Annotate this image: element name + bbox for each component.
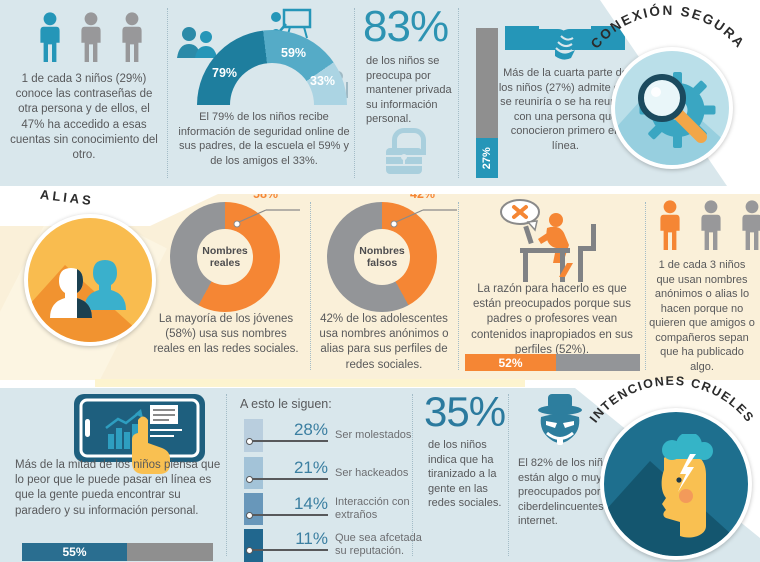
gauge-label-friends: 33% [310, 74, 336, 88]
three-children-icons [34, 12, 148, 64]
location-fear-bar: 55% [22, 543, 213, 561]
privacy-stat-text: de los niños se preocupa por mantener pr… [366, 55, 452, 126]
handshake-icon [505, 26, 625, 60]
secure-connection-title: CONEXIÓN SEGURA [588, 3, 748, 52]
tablet-chart-icon [74, 394, 205, 474]
met-online-bar-fill: 27% [476, 137, 498, 178]
fake-names-donut: Nombres falsos [327, 202, 437, 312]
list-line [252, 549, 328, 551]
gauge-label-school: 59% [281, 46, 307, 60]
secure-connection-badge [611, 47, 733, 169]
child-icon [742, 200, 760, 250]
list-pct-4: 11% [295, 529, 328, 548]
passwords-stat-text: 1 de cada 3 niños (29%) conoce las contr… [10, 73, 158, 161]
worst-online-text: Más de la mitad de los niños piensa que … [15, 459, 221, 517]
alias-badge [24, 214, 156, 346]
list-header: A esto le siguen: [240, 397, 332, 411]
list-label-3: Interacción con extraños [335, 496, 410, 521]
worried-parents-bar: 52% [465, 354, 640, 371]
divider [226, 394, 227, 556]
divider [354, 8, 355, 178]
list-pct-1: 28% [293, 420, 328, 439]
worried-parents-bar-rest [556, 354, 640, 371]
list-pct-2: 21% [293, 458, 328, 477]
list-swatch-1 [244, 419, 263, 452]
list-line [252, 514, 328, 516]
met-online-text: Más de la cuarta parte de los niños (27%… [498, 67, 633, 152]
divider [458, 8, 459, 178]
alias-title: ALIAS [39, 186, 95, 209]
reason-text: La razón para hacerlo es que están preoc… [471, 283, 633, 356]
list-label-4: Que sea afcetada su reputación. [335, 532, 422, 557]
three-children-icons-alias [654, 200, 760, 252]
fake-names-pct: 42% [410, 187, 436, 201]
real-names-pct: 58% [253, 187, 279, 201]
bullying-stat-text: de los niños indica que ha tiranizado a … [428, 439, 502, 510]
two-profiles-icon [50, 260, 126, 318]
list-label-1: Ser molestados [335, 429, 412, 441]
padlock-icon [384, 128, 426, 176]
parents-icon [177, 27, 217, 58]
magnifier-gear-icon [638, 72, 716, 148]
divider [645, 202, 646, 370]
child-icon [122, 12, 142, 62]
list-line [252, 440, 328, 442]
child-icon [40, 12, 60, 62]
secure-connection-title-text: CONEXIÓN SEGURA [588, 3, 746, 52]
bullying-stat-number: 35% [424, 388, 506, 435]
real-names-text: La mayoría de los jóvenes (58%) usa sus … [153, 313, 299, 356]
cruel-intentions-badge [600, 408, 752, 560]
privacy-stat-number: 83% [363, 2, 449, 51]
anonymous-reason-text: 1 de cada 3 niños que usan nombres anóni… [649, 259, 755, 373]
met-online-bar: 27% [476, 28, 498, 178]
divider [508, 394, 509, 556]
location-fear-bar-fill: 55% [22, 543, 128, 561]
list-pct-3: 14% [293, 494, 328, 513]
location-fear-bar-rest [127, 543, 213, 561]
list-swatch-4 [244, 529, 263, 562]
worried-parents-bar-fill: 52% [465, 354, 556, 371]
list-swatch-2 [244, 457, 263, 489]
band-top: 1 de cada 3 niños (29%) conoce las contr… [0, 0, 727, 186]
list-label-2: Ser hackeados [335, 467, 409, 479]
band-middle: Nombres reales 58% La mayoría de los jóv… [0, 194, 760, 380]
callout-line [390, 209, 457, 228]
divider [310, 202, 311, 370]
divider [458, 202, 459, 370]
met-online-bar-rest [476, 28, 498, 138]
real-names-donut-label: Nombres reales [197, 229, 253, 285]
gauge-label-parents: 79% [212, 66, 238, 80]
fake-names-text: 42% de los adolescentes usa nombres anón… [319, 313, 449, 371]
divider [412, 394, 413, 556]
callout-line [233, 209, 300, 228]
child-icon [660, 200, 680, 250]
child-icon [81, 12, 101, 62]
security-sources-text: El 79% de los niños recibe información d… [178, 111, 350, 167]
list-swatch-3 [244, 493, 263, 525]
fake-names-donut-label: Nombres falsos [354, 229, 410, 285]
cybercriminal-text: El 82% de los niños están algo o muy pre… [518, 457, 619, 528]
stormy-head-icon [661, 434, 713, 538]
real-names-donut: Nombres reales [170, 202, 280, 312]
child-icon [701, 200, 721, 250]
cybercriminal-icon [538, 394, 582, 445]
gauge-hole [230, 63, 314, 105]
divider [167, 8, 168, 178]
svg-text:CONEXIÓN SEGURA: CONEXIÓN SEGURA [588, 3, 748, 52]
decor-stripe [95, 379, 525, 387]
list-line [252, 478, 328, 480]
worried-child-computer-icon [500, 199, 596, 282]
